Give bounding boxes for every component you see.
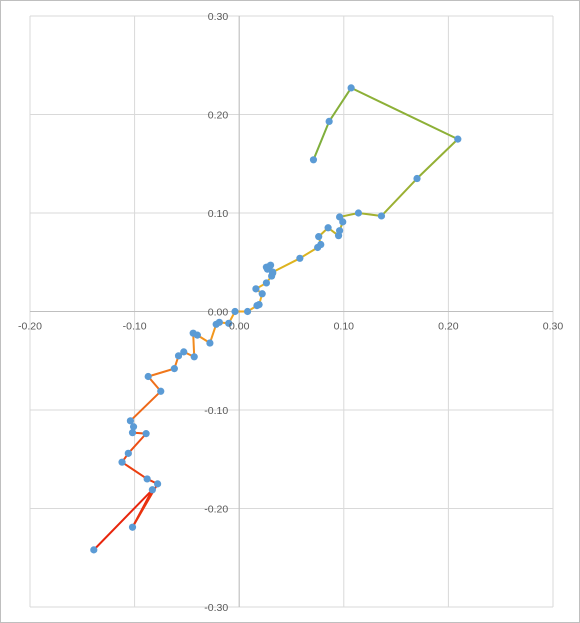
- trajectory-segment: [147, 367, 176, 378]
- data-point: [157, 387, 165, 395]
- trajectory-segment: [129, 390, 162, 422]
- data-point: [309, 156, 318, 164]
- data-point: [143, 475, 151, 483]
- data-point: [180, 348, 188, 356]
- data-point: [174, 352, 183, 360]
- trajectory-segment: [350, 86, 459, 141]
- data-point: [336, 213, 344, 221]
- data-point: [413, 174, 421, 183]
- data-point: [324, 224, 332, 232]
- data-point: [243, 307, 252, 316]
- y-tick-label: -0.20: [204, 504, 228, 516]
- data-point: [126, 417, 135, 425]
- data-point: [347, 84, 355, 92]
- data-point: [296, 254, 304, 262]
- x-tick-label: 0.00: [229, 321, 250, 333]
- data-point: [128, 429, 137, 437]
- data-point: [148, 486, 156, 494]
- data-point: [154, 480, 162, 488]
- x-tick-label: 0.30: [543, 321, 564, 333]
- trajectory-segment: [271, 257, 301, 274]
- data-point: [231, 307, 239, 316]
- y-tick-label: -0.10: [204, 405, 228, 417]
- y-tick-label: 0.30: [208, 11, 229, 23]
- y-tick-label: 0.20: [208, 110, 229, 122]
- y-tick-label: 0.10: [208, 208, 229, 220]
- data-point: [258, 290, 266, 298]
- trajectory-segment: [92, 488, 154, 551]
- y-tick-labels: 0.30 0.20 0.10 0.00 -0.10 -0.20 -0.30: [204, 11, 228, 614]
- trajectory-segment: [121, 461, 149, 480]
- data-point: [129, 423, 138, 431]
- data-point: [377, 212, 386, 220]
- x-tick-labels: -0.20 -0.10 0.00 0.10 0.20 0.30: [18, 321, 563, 333]
- axes: [30, 16, 553, 607]
- x-tick-label: 0.10: [334, 321, 355, 333]
- data-point: [336, 227, 344, 235]
- trajectory-segment: [380, 177, 419, 217]
- x-tick-label: -0.20: [18, 321, 42, 333]
- trajectory-segment: [127, 432, 148, 455]
- x-tick-label: -0.10: [123, 321, 147, 333]
- data-point: [144, 372, 152, 381]
- trajectory-segment: [192, 332, 196, 358]
- data-point: [206, 339, 214, 347]
- data-point: [266, 261, 275, 269]
- trajectory-segment: [357, 212, 383, 217]
- data-point: [325, 117, 333, 125]
- trajectory-segment: [328, 86, 353, 123]
- data-point: [124, 449, 132, 457]
- trajectory-segment: [312, 120, 331, 161]
- data-points: [90, 84, 462, 554]
- data-point: [262, 279, 270, 287]
- data-point: [225, 319, 233, 327]
- y-tick-label: -0.30: [204, 602, 228, 614]
- data-point: [255, 301, 263, 309]
- data-point: [170, 365, 178, 373]
- y-tick-label: 0.00: [208, 307, 229, 319]
- data-point: [118, 458, 126, 466]
- data-point: [190, 353, 198, 361]
- data-point: [128, 523, 137, 531]
- data-point: [142, 430, 150, 438]
- trajectory-segment: [416, 138, 459, 180]
- data-point: [354, 209, 363, 217]
- data-point: [90, 546, 98, 554]
- data-point: [269, 268, 277, 276]
- data-point: [252, 285, 260, 293]
- data-point: [315, 233, 323, 241]
- data-point: [454, 135, 462, 143]
- data-point: [215, 318, 223, 326]
- data-point: [317, 240, 325, 249]
- data-point: [193, 331, 201, 339]
- x-tick-label: 0.20: [438, 321, 459, 333]
